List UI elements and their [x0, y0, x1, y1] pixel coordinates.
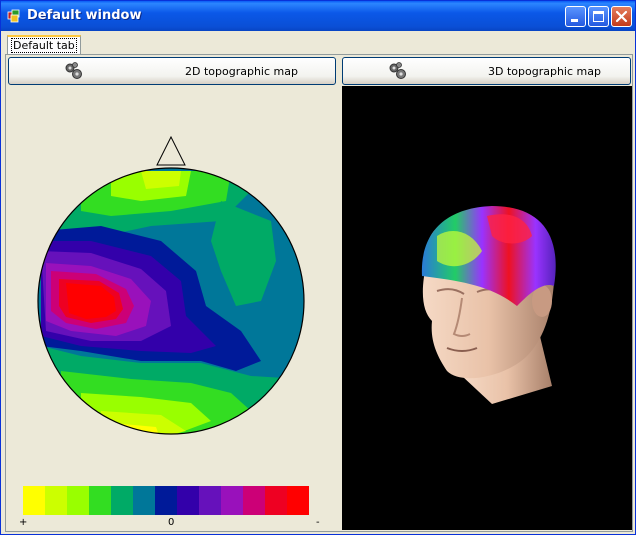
close-icon — [615, 10, 628, 23]
colorbar-segment — [23, 486, 45, 515]
colorbar-segment — [111, 486, 133, 515]
colorbar-segment — [177, 486, 199, 515]
topographic-3d-button[interactable]: 3D topographic map — [342, 57, 631, 85]
head-3d-render — [421, 206, 556, 404]
colorbar-segment — [287, 486, 309, 515]
colorbar-label-minus: - — [316, 517, 320, 528]
colorbar-segment — [221, 486, 243, 515]
topographic-2d-label: 2D topographic map — [185, 65, 298, 78]
colorbar-segment — [265, 486, 287, 515]
gears-icon — [65, 62, 82, 79]
topographic-3d-view[interactable] — [342, 86, 632, 530]
colorbar-segment — [199, 486, 221, 515]
app-icon — [7, 9, 20, 23]
minimize-icon — [571, 19, 578, 22]
colorbar-segment — [67, 486, 89, 515]
maximize-button[interactable] — [588, 6, 609, 27]
nose-marker — [156, 135, 186, 166]
gears-icon — [389, 62, 406, 79]
color-scale-bar — [23, 486, 309, 515]
topographic-3d-label: 3D topographic map — [488, 65, 601, 78]
maximize-icon — [593, 11, 604, 22]
close-button[interactable] — [611, 6, 632, 27]
tab-label: Default tab — [11, 38, 77, 53]
tab-default[interactable]: Default tab — [7, 35, 81, 54]
colorbar-label-plus: + — [19, 517, 28, 528]
title-bar[interactable]: Default window — [1, 1, 635, 31]
colorbar-segment — [89, 486, 111, 515]
topographic-2d-map — [37, 135, 305, 435]
head-outline — [37, 167, 305, 435]
colorbar-segment — [133, 486, 155, 515]
window-title: Default window — [27, 8, 142, 23]
tab-strip: Default tab — [5, 33, 633, 55]
colorbar-segment — [155, 486, 177, 515]
colorbar-segment — [243, 486, 265, 515]
topographic-2d-button[interactable]: 2D topographic map — [8, 57, 336, 85]
colorbar-label-zero: 0 — [168, 517, 175, 528]
minimize-button[interactable] — [565, 6, 586, 27]
colorbar-segment — [45, 486, 67, 515]
